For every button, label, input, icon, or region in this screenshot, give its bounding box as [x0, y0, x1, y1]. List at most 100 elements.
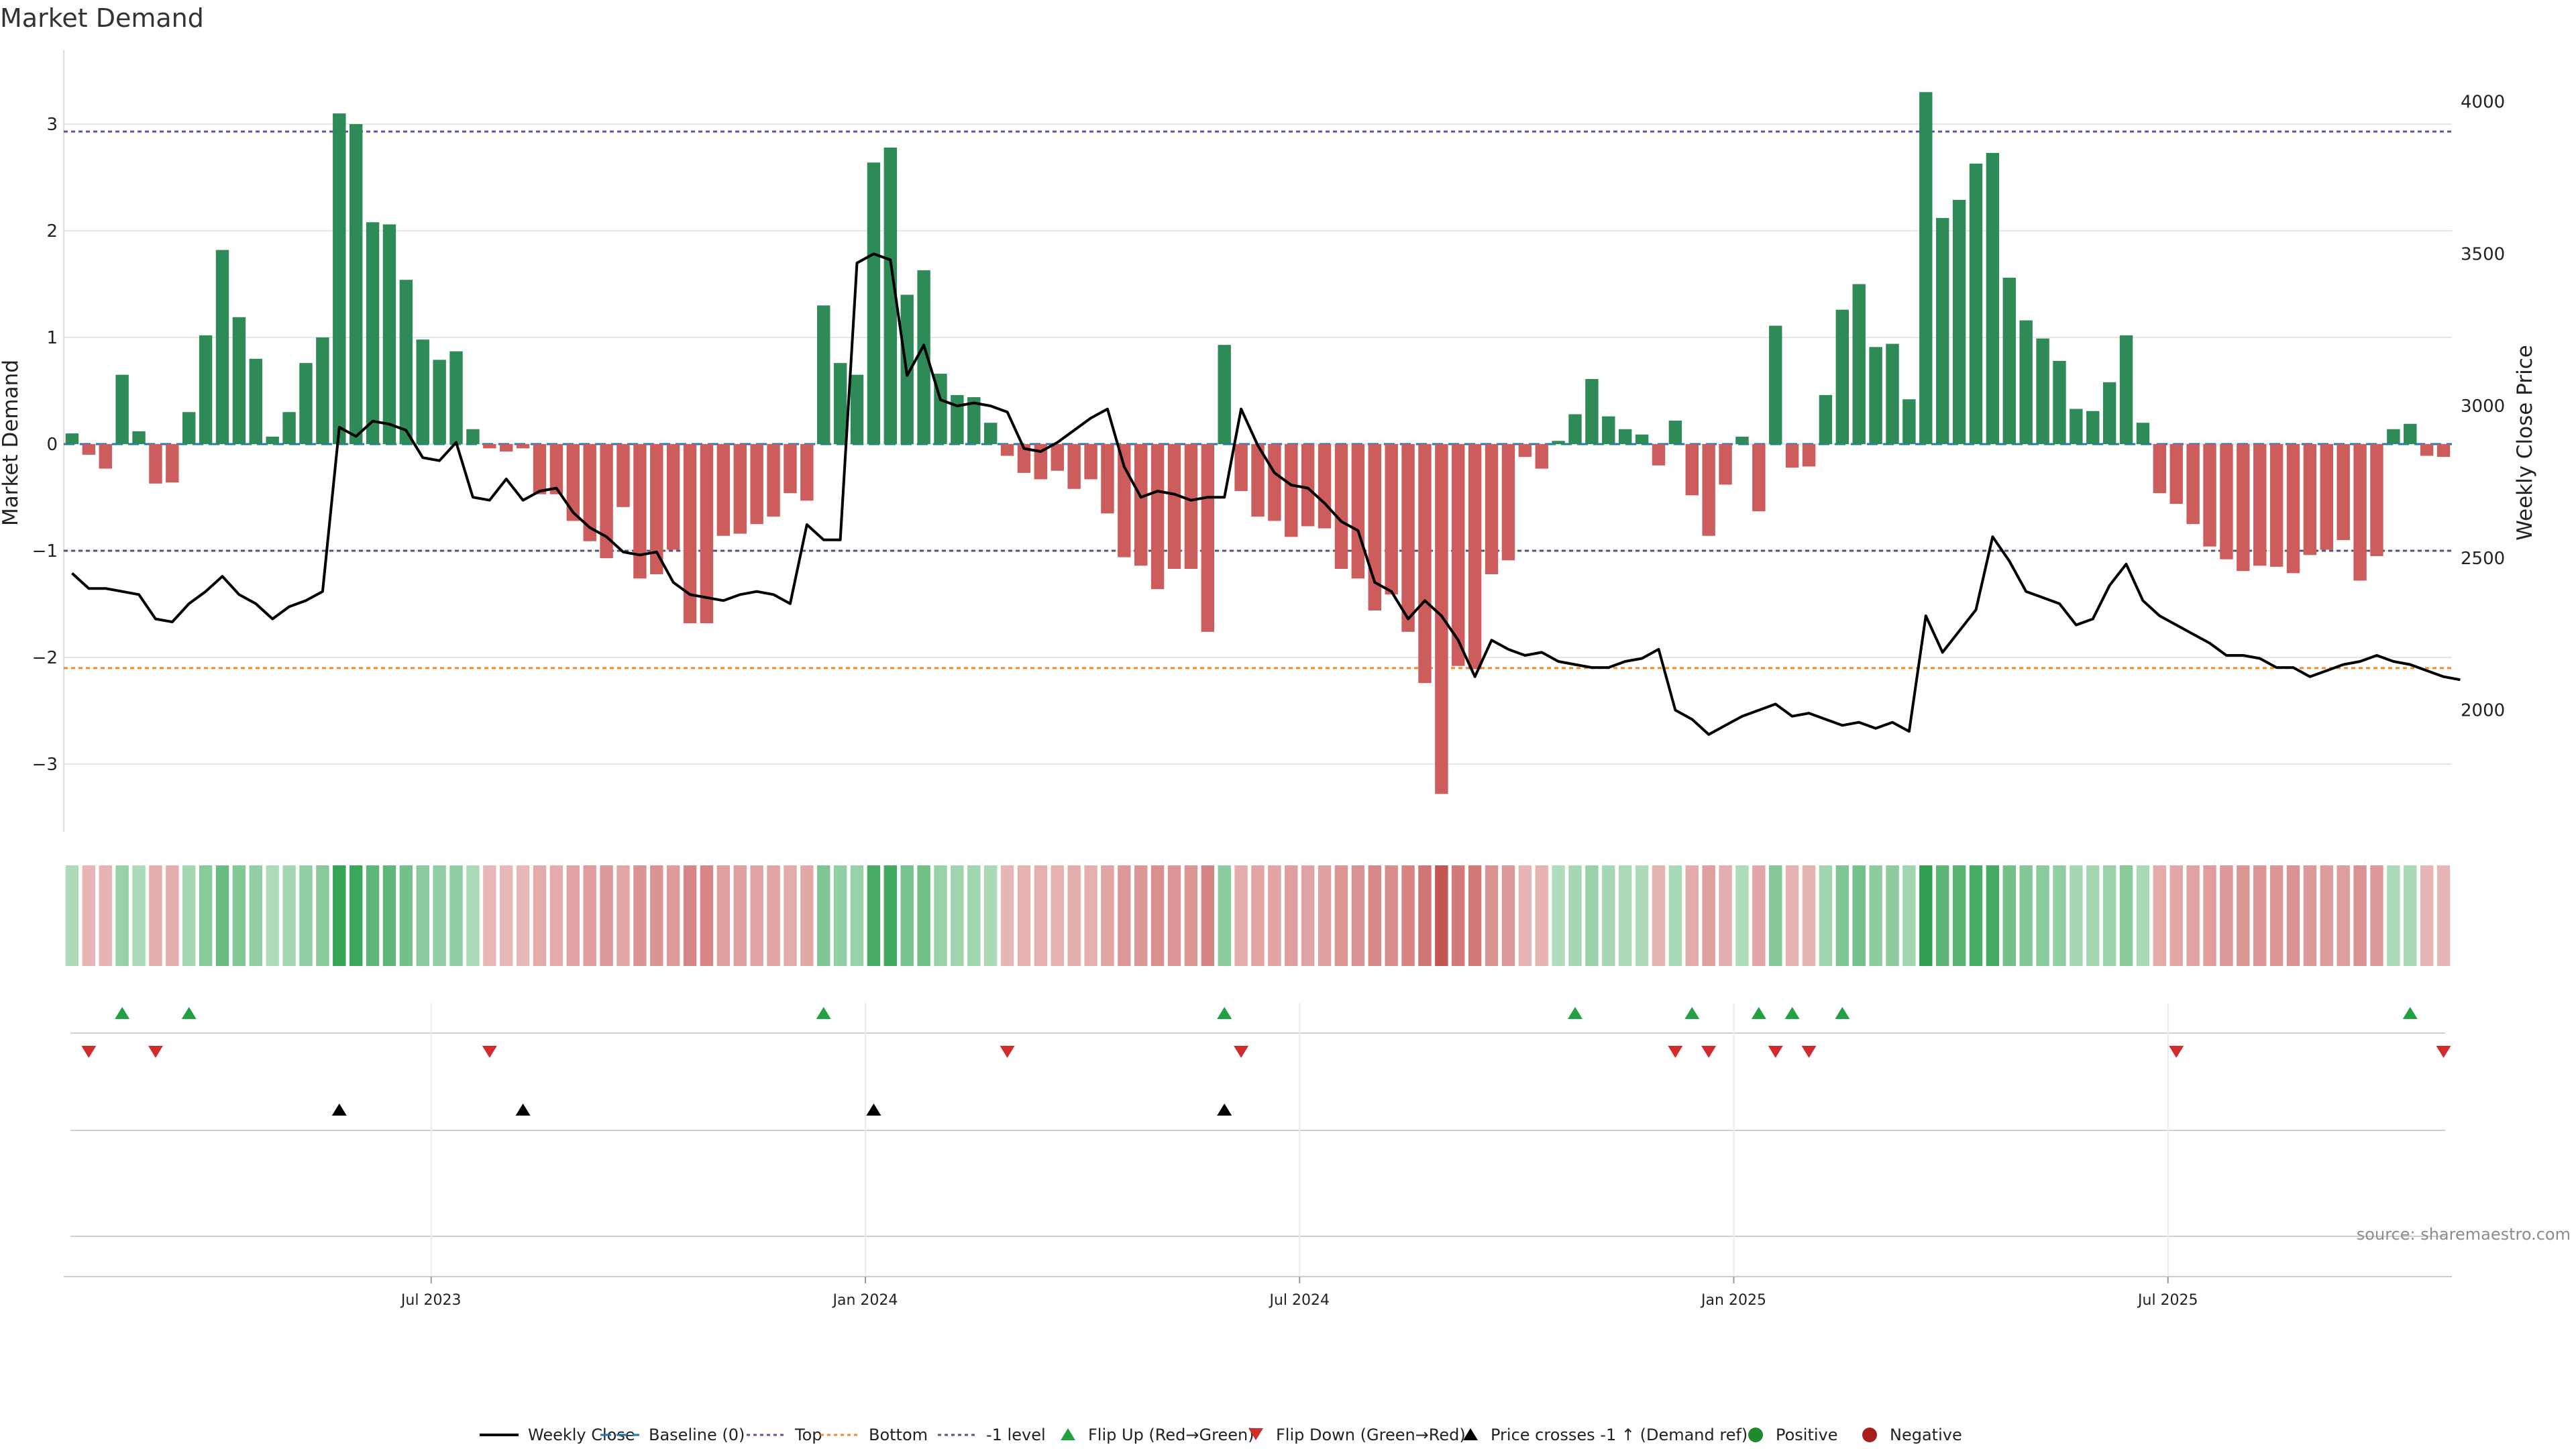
- demand-bar: [166, 444, 179, 483]
- demand-bar: [433, 360, 446, 444]
- heat-cell: [1652, 865, 1666, 966]
- heat-cell: [1785, 865, 1799, 966]
- demand-bar: [1184, 444, 1198, 570]
- heat-cell: [366, 865, 380, 966]
- demand-bar: [1351, 444, 1365, 579]
- legend: Weekly Close Baseline (0) Top Bottom -1 leve…: [480, 1426, 1962, 1444]
- heat-cell: [282, 865, 296, 966]
- demand-bar: [1167, 444, 1181, 570]
- heat-cell: [1852, 865, 1866, 966]
- demand-bar: [867, 162, 881, 445]
- y2-tick-label: 2500: [2461, 549, 2505, 569]
- demand-heat-strip: [65, 865, 2451, 966]
- demand-bar: [2186, 444, 2200, 525]
- heat-cell: [1301, 865, 1315, 966]
- demand-bar: [1902, 399, 1916, 444]
- y2-tick-label: 2000: [2461, 701, 2505, 721]
- heat-cell: [1101, 865, 1114, 966]
- demand-bar: [1802, 444, 1816, 467]
- heat-cell: [2136, 865, 2150, 966]
- legend-item: Baseline (0): [600, 1426, 745, 1444]
- demand-bar: [1118, 444, 1131, 557]
- demand-bar: [2237, 444, 2250, 572]
- heat-cell: [199, 865, 213, 966]
- heat-cell: [1702, 865, 1715, 966]
- demand-bar: [1101, 444, 1114, 514]
- legend-label: Negative: [1890, 1426, 1962, 1444]
- flip-down-marker: [1801, 1046, 1817, 1058]
- demand-bar: [2269, 444, 2284, 567]
- legend-label: Bottom: [869, 1426, 928, 1444]
- flip-up-marker: [1784, 1007, 1800, 1019]
- demand-bar: [2070, 409, 2083, 444]
- demand-bar: [399, 280, 413, 444]
- price-cross-marker: [866, 1104, 881, 1116]
- demand-bar: [1000, 444, 1014, 456]
- heat-cell: [2070, 865, 2083, 966]
- demand-bar: [1869, 347, 1882, 444]
- y-axis-label: Market Demand: [0, 360, 23, 526]
- heat-cell: [1418, 865, 1432, 966]
- legend-item: Weekly Close: [480, 1426, 635, 1444]
- legend-label: Baseline (0): [649, 1426, 745, 1444]
- heat-cell: [650, 865, 663, 966]
- heat-cell: [700, 865, 714, 966]
- demand-bar: [1702, 444, 1715, 536]
- demand-bar: [1134, 444, 1148, 566]
- heat-cell: [549, 865, 564, 966]
- heat-cell: [1685, 865, 1699, 966]
- demand-bar: [1785, 444, 1799, 468]
- demand-bar: [65, 433, 79, 444]
- x-tick-label: Jul 2025: [2137, 1292, 2198, 1309]
- demand-bar: [1952, 199, 1966, 444]
- demand-bar: [1385, 444, 1398, 595]
- demand-bar: [82, 444, 96, 455]
- heat-cell: [182, 865, 196, 966]
- demand-bar: [1886, 343, 1899, 444]
- heat-cell: [1167, 865, 1181, 966]
- demand-bar: [967, 397, 981, 444]
- x-tick-label: Jan 2024: [832, 1292, 898, 1309]
- demand-bar: [1017, 444, 1031, 473]
- legend-item: Positive: [1748, 1426, 1838, 1444]
- heat-cell: [2436, 865, 2451, 966]
- heat-cell: [2036, 865, 2049, 966]
- heat-cell: [2353, 865, 2367, 966]
- demand-bar: [2002, 277, 2016, 444]
- heat-cell: [1268, 865, 1281, 966]
- heat-cell: [149, 865, 162, 966]
- demand-bar: [2019, 320, 2033, 444]
- flip-down-marker: [1234, 1046, 1249, 1058]
- demand-bar: [1668, 421, 1682, 444]
- heat-cell: [733, 865, 747, 966]
- flip-down-marker: [1768, 1046, 1783, 1058]
- heat-cell: [299, 865, 313, 966]
- demand-bar: [1835, 309, 1849, 444]
- heat-cell: [516, 865, 530, 966]
- y-tick-label: −1: [32, 541, 58, 561]
- heat-cell: [2320, 865, 2333, 966]
- demand-bar: [1318, 444, 1332, 529]
- demand-bar: [1552, 441, 1565, 444]
- demand-bar: [316, 337, 329, 444]
- flip-up-marker: [181, 1007, 197, 1019]
- demand-bar: [1418, 444, 1432, 684]
- heat-cell: [433, 865, 446, 966]
- heat-cell: [666, 865, 680, 966]
- heat-cell: [2286, 865, 2300, 966]
- demand-bar: [2136, 423, 2150, 444]
- heat-cell: [2119, 865, 2133, 966]
- heat-cell: [2253, 865, 2267, 966]
- heat-cell: [2337, 865, 2350, 966]
- demand-bar: [1251, 444, 1265, 517]
- heat-cell: [1468, 865, 1482, 966]
- demand-bar: [600, 444, 613, 559]
- heat-cell: [1602, 865, 1615, 966]
- demand-bar: [1285, 444, 1298, 537]
- demand-bar: [633, 444, 647, 579]
- heat-cell: [232, 865, 246, 966]
- heat-cell: [2220, 865, 2233, 966]
- heat-cell: [483, 865, 496, 966]
- heat-cell: [1251, 865, 1265, 966]
- legend-label: Price crosses -1 ↑ (Demand ref): [1491, 1426, 1748, 1444]
